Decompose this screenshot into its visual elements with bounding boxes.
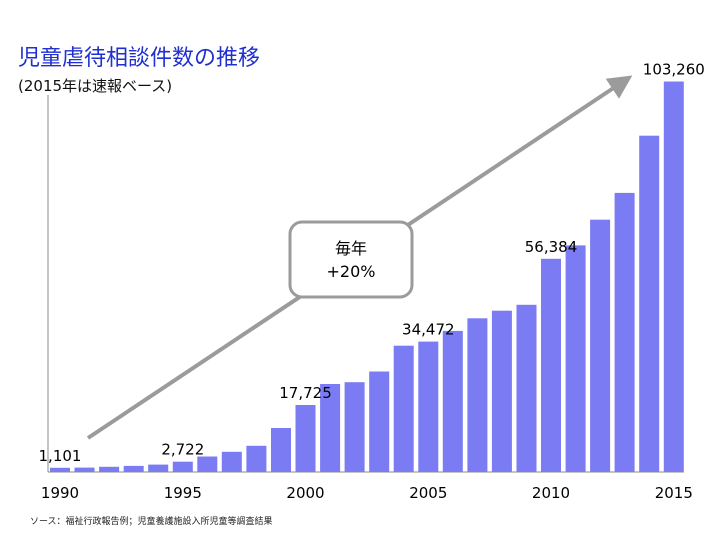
bar-2003 xyxy=(369,371,390,472)
bar-2015 xyxy=(663,81,684,472)
bar-2008 xyxy=(491,310,512,472)
x-tick-label-1995: 1995 xyxy=(164,484,202,502)
data-label-2000: 17,725 xyxy=(279,384,332,402)
bar-2012 xyxy=(590,219,611,472)
bar-2006 xyxy=(442,330,463,472)
bar-1992 xyxy=(99,466,120,472)
x-tick-label-2010: 2010 xyxy=(532,484,570,502)
bar-2010 xyxy=(541,258,561,472)
chart-title: 児童虐待相談件数の推移 xyxy=(18,46,261,71)
x-tick-label-1990: 1990 xyxy=(41,484,79,502)
bar-1991 xyxy=(74,467,95,472)
data-label-2005: 34,472 xyxy=(402,321,455,339)
bar-2004 xyxy=(393,345,414,472)
source-note: ソース：福祉行政報告例；児童養護施設入所児童等調査結果 xyxy=(30,517,273,527)
x-tick-label-2005: 2005 xyxy=(409,484,447,502)
bar-1990 xyxy=(50,467,70,472)
bar-2009 xyxy=(516,304,537,472)
bar-2002 xyxy=(344,382,365,472)
bar-1999 xyxy=(271,428,291,472)
data-label-1995: 2,722 xyxy=(161,441,204,459)
bar-1996 xyxy=(197,456,218,472)
bar-2005 xyxy=(418,341,439,472)
growth-callout: 毎年 +20% xyxy=(288,220,414,299)
bar-2013 xyxy=(614,192,635,472)
bar-2000 xyxy=(295,405,316,472)
bar-1997 xyxy=(221,451,242,472)
bar-1998 xyxy=(246,445,267,472)
bar-1994 xyxy=(148,464,169,472)
bar-1993 xyxy=(123,465,144,472)
data-label-2015: 103,260 xyxy=(643,61,705,79)
bar-2014 xyxy=(639,135,660,472)
bar-1995 xyxy=(172,461,193,472)
x-tick-label-2015: 2015 xyxy=(655,484,693,502)
chart-subtitle: (2015年は速報ベース) xyxy=(18,77,173,95)
growth-callout-line2: +20% xyxy=(327,262,376,281)
bar-2011 xyxy=(565,245,586,472)
data-label-2010: 56,384 xyxy=(525,238,578,256)
bar-2001 xyxy=(320,384,341,472)
growth-callout-box xyxy=(288,220,414,299)
data-label-1990: 1,101 xyxy=(39,447,82,465)
growth-callout-line1: 毎年 xyxy=(335,239,367,258)
x-tick-label-2000: 2000 xyxy=(286,484,324,502)
bar-2007 xyxy=(467,318,488,472)
